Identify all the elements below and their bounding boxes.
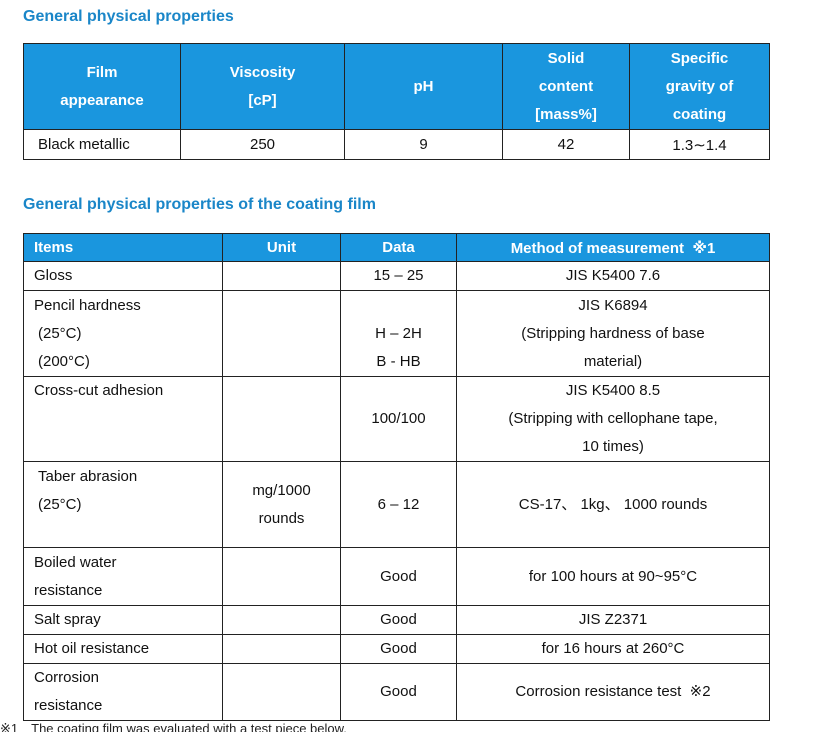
cell-method: JIS K5400 8.5 (Stripping with cellophane…	[456, 376, 770, 462]
cell-unit	[222, 290, 341, 377]
cell-data: Good	[340, 605, 457, 635]
cell-unit	[222, 376, 341, 462]
cell-method: CS-17、 1kg、 1000 rounds	[456, 461, 770, 548]
header-specific-gravity: Specific gravity of coating	[629, 43, 770, 130]
cell-solid-content: 42	[502, 129, 630, 160]
cell-method: JIS K6894 (Stripping hardness of base ma…	[456, 290, 770, 377]
header-ph: pH	[344, 43, 503, 130]
cell-specific-gravity: 1.3∼1.4	[629, 129, 770, 160]
cell-item: Boiled water resistance	[23, 547, 223, 606]
cell-item: Pencil hardness (25°C) (200°C)	[23, 290, 223, 377]
cell-method: Corrosion resistance test ※2	[456, 663, 770, 721]
cell-data: Good	[340, 634, 457, 664]
table-row: Cross-cut adhesion 100/100 JIS K5400 8.5…	[23, 376, 770, 462]
section-title-coating-film: General physical properties of the coati…	[23, 196, 376, 213]
cell-unit: mg/1000 rounds	[222, 461, 341, 548]
table-row: Hot oil resistance Good for 16 hours at …	[23, 634, 770, 664]
table-header-row: Items Unit Data Method of measurement ※1	[23, 233, 770, 262]
table-row: Pencil hardness (25°C) (200°C) H – 2H B …	[23, 290, 770, 377]
header-data: Data	[340, 233, 457, 262]
header-solid-content: Solid content [mass%]	[502, 43, 630, 130]
header-unit: Unit	[222, 233, 341, 262]
cell-data: Good	[340, 663, 457, 721]
cell-method: for 16 hours at 260°C	[456, 634, 770, 664]
general-properties-table: Film appearance Viscosity [cP] pH Solid …	[23, 43, 770, 160]
table-row: Boiled water resistance Good for 100 hou…	[23, 547, 770, 606]
cell-item: Corrosion resistance	[23, 663, 223, 721]
cell-data: 6 – 12	[340, 461, 457, 548]
cell-ph: 9	[344, 129, 503, 160]
cell-film-appearance: Black metallic	[23, 129, 181, 160]
cell-method: JIS Z2371	[456, 605, 770, 635]
cell-unit	[222, 634, 341, 664]
table-row: Gloss 15 – 25 JIS K5400 7.6	[23, 261, 770, 291]
cell-item: Gloss	[23, 261, 223, 291]
table-row: Black metallic 250 9 42 1.3∼1.4	[23, 129, 770, 160]
cell-unit	[222, 663, 341, 721]
section-title-general-properties: General physical properties	[23, 8, 234, 25]
header-items: Items	[23, 233, 223, 262]
cell-item: Cross-cut adhesion	[23, 376, 223, 462]
table-header-row: Film appearance Viscosity [cP] pH Solid …	[23, 43, 770, 130]
cell-unit	[222, 547, 341, 606]
cell-item: Salt spray	[23, 605, 223, 635]
cell-item: Taber abrasion (25°C)	[23, 461, 223, 548]
header-method: Method of measurement ※1	[456, 233, 770, 262]
header-viscosity: Viscosity [cP]	[180, 43, 345, 130]
table-row: Taber abrasion (25°C) mg/1000 rounds 6 –…	[23, 461, 770, 548]
header-film-appearance: Film appearance	[23, 43, 181, 130]
cell-data: 15 – 25	[340, 261, 457, 291]
cell-data: H – 2H B - HB	[340, 290, 457, 377]
cell-item: Hot oil resistance	[23, 634, 223, 664]
cell-data: 100/100	[340, 376, 457, 462]
cell-method: JIS K5400 7.6	[456, 261, 770, 291]
cell-data: Good	[340, 547, 457, 606]
coating-film-properties-table: Items Unit Data Method of measurement ※1…	[23, 233, 770, 721]
table-row: Corrosion resistance Good Corrosion resi…	[23, 663, 770, 721]
footnote: ※1 The coating film was evaluated with a…	[0, 722, 347, 732]
table-row: Salt spray Good JIS Z2371	[23, 605, 770, 635]
cell-method: for 100 hours at 90~95°C	[456, 547, 770, 606]
cell-viscosity: 250	[180, 129, 345, 160]
cell-unit	[222, 261, 341, 291]
cell-unit	[222, 605, 341, 635]
